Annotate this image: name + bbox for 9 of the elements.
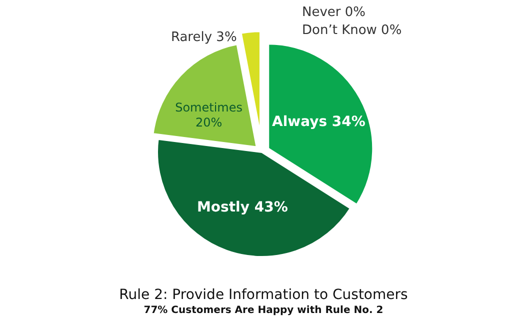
category-label: Never 0% [302, 5, 366, 20]
text: Rule 2: Provide Information to Customers [119, 287, 408, 303]
slice-label: Mostly 43% [196, 199, 288, 216]
slice-label: Rarely 3% [170, 30, 237, 46]
slice-label: Sometimes [175, 100, 242, 115]
slice-label: Always 34% [272, 114, 366, 130]
data-label: 20% [195, 116, 222, 130]
category-label: Don’t Know 0% [302, 23, 402, 38]
text: 77% Customers Are Happy with Rule No. 2 [144, 305, 384, 316]
